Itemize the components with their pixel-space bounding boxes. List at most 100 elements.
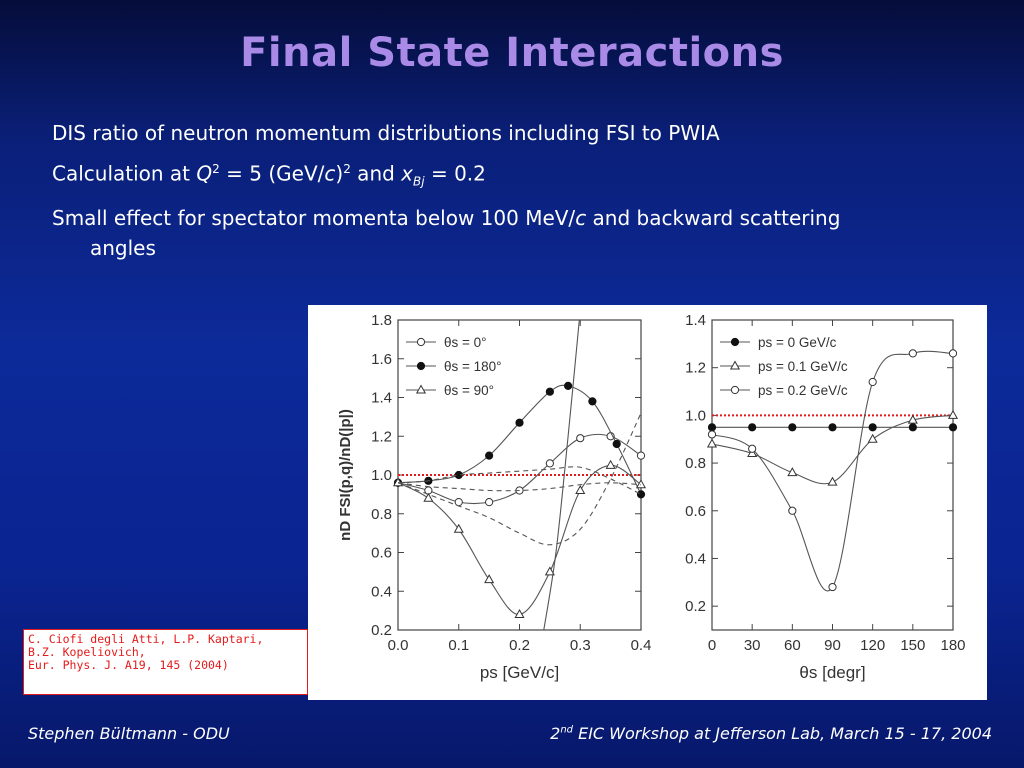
chart-1-series-1-point-3 xyxy=(827,476,838,486)
citation-box: C. Ciofi degli Atti, L.P. Kaptari, B.Z. … xyxy=(23,629,308,695)
chart-0-legend-label-1: θs = 180° xyxy=(444,359,502,374)
chart-0-series-1-point-9 xyxy=(636,490,646,499)
b3-c: c xyxy=(575,205,587,230)
chart-0-ytick-label-5: 1.2 xyxy=(371,428,392,445)
chart-0-xtick-label-4: 0.4 xyxy=(631,637,652,654)
b2-exp2: 2 xyxy=(343,162,351,176)
chart-0-ytick-label-0: 0.2 xyxy=(371,622,392,639)
chart-0-series-1-point-5 xyxy=(545,387,554,396)
figure-panel: 0.0 0.1 0.2 0.3 0.4 0.2 0.4 0.6 0.8 1.0 1.2 1.4 1.6 1… xyxy=(308,305,987,700)
chart-1-ytick-label-6: 1.4 xyxy=(685,312,706,329)
bullet-2: Calculation at Q2 = 5 (GeV/c)2 and xBj =… xyxy=(52,154,852,197)
chart-1-legend-label-0: ps = 0 GeV/c xyxy=(758,335,837,350)
chart-0-series-6-line xyxy=(543,320,580,630)
chart-1-xtick-label-2: 60 xyxy=(784,637,801,654)
chart-0-ytick-label-2: 0.6 xyxy=(371,545,392,562)
chart-1-legend-label-1: ps = 0.1 GeV/c xyxy=(758,359,848,374)
chart-1-ytick-label-1: 0.4 xyxy=(685,550,706,567)
chart-0-xtick-label-0: 0.0 xyxy=(388,637,409,654)
chart-0-series-0-point-2 xyxy=(454,498,463,507)
chart-0-xtick-label-3: 0.3 xyxy=(570,637,591,654)
chart-0-series-2-point-5 xyxy=(544,566,555,576)
chart-0-ytick-label-3: 0.8 xyxy=(371,506,392,523)
chart-1-xtick-label-5: 150 xyxy=(900,637,925,654)
chart-0-ytick-label-1: 0.4 xyxy=(371,583,392,600)
chart-1-ytick-label-4: 1.0 xyxy=(685,407,706,424)
chart-1-series-1-point-4 xyxy=(867,433,878,443)
chart-0-series-0-point-6 xyxy=(576,434,585,443)
chart-1-series-0-point-5 xyxy=(908,423,917,432)
chart-0-xlabel: ps [GeV/c] xyxy=(480,663,559,682)
chart-1-xtick-label-3: 90 xyxy=(824,637,841,654)
chart-0-ytick-label-4: 1.0 xyxy=(371,467,392,484)
chart-0-series-0-point-8 xyxy=(636,451,646,460)
chart-1-series-2-point-1 xyxy=(748,444,757,453)
b2-mid1: = 5 (GeV/ xyxy=(219,161,325,186)
chart-1-ytick-label-5: 1.2 xyxy=(685,360,706,377)
chart-1-legend-marker-0 xyxy=(730,337,740,347)
chart-1-legend-label-2: ps = 0.2 GeV/c xyxy=(758,383,848,398)
chart-1-ytick-label-2: 0.6 xyxy=(685,503,706,520)
chart-0-series-2-point-3 xyxy=(484,574,495,584)
chart-1-series-1-point-5 xyxy=(907,414,918,424)
chart-1-series-0-point-6 xyxy=(948,423,958,432)
slide-title: Final State Interactions xyxy=(240,30,784,76)
chart-0-series-4-line xyxy=(398,482,641,492)
b3-suffix: and backward scattering angles xyxy=(90,205,841,260)
chart-0-legend-label-2: θs = 90° xyxy=(444,383,494,398)
chart-0-legend-label-0: θs = 0° xyxy=(444,335,487,350)
fsi-charts: 0.0 0.1 0.2 0.3 0.4 0.2 0.4 0.6 0.8 1.0 1.2 1.4 1.6 1… xyxy=(337,312,966,682)
chart-1-xtick-label-6: 180 xyxy=(940,637,965,654)
chart-0-xtick-label-1: 0.1 xyxy=(448,637,469,654)
b2-x: x xyxy=(401,161,414,186)
chart-1-series-2-point-5 xyxy=(908,349,917,358)
b2-prefix: Calculation at xyxy=(52,161,197,186)
chart-1-xtick-label-0: 0 xyxy=(708,637,716,654)
chart-1-legend-marker-2 xyxy=(730,385,740,395)
chart-0-series-1-point-7 xyxy=(588,397,597,406)
chart-0-series-2-point-6 xyxy=(575,484,586,494)
chart-1-series-0-point-0 xyxy=(707,423,717,432)
chart-0-series-0-point-5 xyxy=(545,459,554,468)
chart-1-ytick-label-3: 0.8 xyxy=(685,455,706,472)
chart-1-series-2-point-2 xyxy=(788,506,797,515)
footer-author: Stephen Bültmann - ODU xyxy=(28,724,230,743)
chart-0-ytick-label-8: 1.8 xyxy=(371,312,392,329)
chart-0-series-2-point-1 xyxy=(423,492,434,502)
chart-0-xtick-label-2: 0.2 xyxy=(509,637,530,654)
chart-0-series-5-line xyxy=(398,412,641,546)
chart-0-series-0-point-3 xyxy=(485,498,494,507)
bullet-3: Small effect for spectator momenta below… xyxy=(52,203,852,263)
b2-x-sub: Bj xyxy=(413,174,425,189)
chart-0-ylabel: nD FSI(p,q)/nD(|p|) xyxy=(337,409,354,541)
chart-1-xtick-label-1: 30 xyxy=(744,637,761,654)
chart-0-series-2-point-7 xyxy=(605,459,616,469)
chart-1-series-1-point-2 xyxy=(787,467,798,477)
b3-prefix: Small effect for spectator momenta below… xyxy=(52,205,576,230)
b2-mid2: ) xyxy=(335,161,344,186)
b2-c: c xyxy=(324,161,336,186)
bullet-list: DIS ratio of neutron momentum distributi… xyxy=(52,118,852,269)
chart-0-legend-marker-2 xyxy=(415,384,427,394)
chart-0-series-1-point-6 xyxy=(564,381,573,390)
chart-1-series-0-point-4 xyxy=(868,423,877,432)
footer-event-sup: nd xyxy=(560,724,573,736)
footer-event-rest: EIC Workshop at Jefferson Lab, March 15 … xyxy=(573,724,992,743)
chart-0-series-1-line xyxy=(398,384,641,495)
chart-0-series-1-point-8 xyxy=(612,439,621,449)
chart-0-ytick-label-6: 1.4 xyxy=(371,390,392,407)
chart-1-ytick-label-0: 0.2 xyxy=(685,598,706,615)
chart-0-series-2-point-8 xyxy=(635,479,647,489)
chart-1-xlabel: θs [degr] xyxy=(799,663,865,682)
chart-1-xtick-label-4: 120 xyxy=(860,637,885,654)
chart-0-series-1-point-3 xyxy=(485,451,494,460)
chart-0-series-2-point-4 xyxy=(514,608,525,618)
chart-1-series-2-point-3 xyxy=(828,582,837,592)
b2-q: Q xyxy=(196,161,213,186)
b2-mid3: and xyxy=(350,161,402,186)
bullet-1: DIS ratio of neutron momentum distributi… xyxy=(52,121,720,145)
b2-q-exp: 2 xyxy=(212,162,220,176)
b2-suffix: = 0.2 xyxy=(424,161,486,186)
chart-1-series-0-point-1 xyxy=(748,423,757,432)
chart-0-legend-marker-1 xyxy=(416,361,426,371)
